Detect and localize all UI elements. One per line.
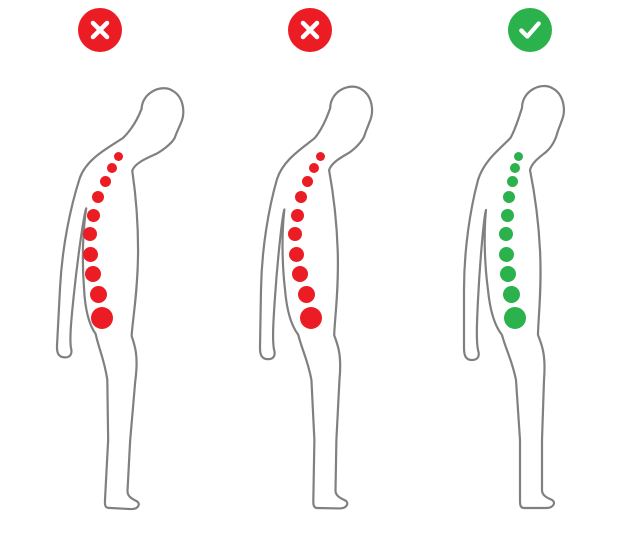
spine-disc <box>503 191 515 203</box>
spine-disc <box>92 191 104 203</box>
spine-disc <box>85 266 101 282</box>
spine-disc <box>298 286 315 303</box>
spine-disc <box>507 176 518 187</box>
spine-disc <box>316 152 325 161</box>
spine-disc <box>510 163 520 173</box>
spine-disc <box>107 163 117 173</box>
spine-disc <box>500 266 516 282</box>
spine-disc <box>289 247 304 262</box>
spine-disc <box>87 209 100 222</box>
spine-disc <box>503 286 520 303</box>
cross-icon <box>78 8 122 52</box>
posture-figure-correct <box>420 60 620 520</box>
spine-disc <box>91 307 113 329</box>
posture-figure-incorrect <box>215 60 415 520</box>
spine-disc <box>114 152 123 161</box>
spine-disc <box>309 163 319 173</box>
posture-figure-incorrect <box>10 60 210 520</box>
spine-disc <box>83 227 97 241</box>
spine-disc <box>300 307 322 329</box>
posture-diagram <box>0 0 620 536</box>
body-outline <box>257 85 372 509</box>
spine-disc <box>302 176 313 187</box>
spine-disc <box>83 247 98 262</box>
spine-disc <box>499 247 514 262</box>
spine-disc <box>100 176 111 187</box>
spine-disc <box>295 191 307 203</box>
spine-disc <box>291 209 304 222</box>
spine-disc <box>499 227 513 241</box>
spine-disc <box>288 227 302 241</box>
spine-disc <box>90 286 107 303</box>
spine-disc <box>514 152 523 161</box>
cross-icon <box>288 8 332 52</box>
spine-disc <box>292 266 308 282</box>
spine-disc <box>504 307 526 329</box>
spine-disc <box>501 209 514 222</box>
check-icon <box>508 8 552 52</box>
body-outline <box>49 83 185 510</box>
